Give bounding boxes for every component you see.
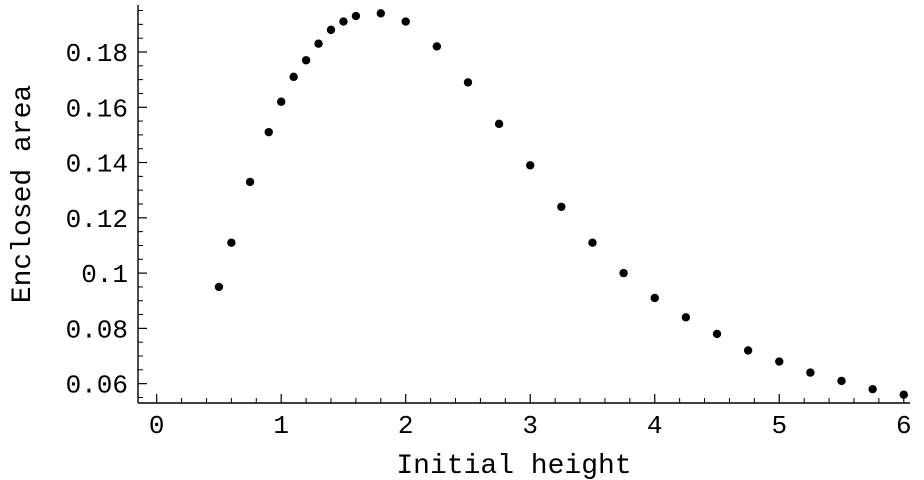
data-point: [775, 357, 784, 366]
data-point: [339, 17, 348, 26]
data-point: [494, 119, 504, 129]
data-point: [588, 238, 597, 247]
data-point: [463, 78, 473, 87]
x-tick-label: 5: [771, 411, 787, 441]
data-point: [681, 313, 691, 322]
data-point: [432, 42, 442, 51]
data-points: [214, 9, 908, 399]
data-point: [289, 72, 298, 82]
x-tick-label: 3: [522, 411, 538, 441]
data-point: [619, 268, 628, 278]
data-point: [301, 56, 311, 65]
y-tick-label: 0.18: [66, 39, 128, 69]
data-point: [868, 384, 877, 394]
x-tick-label: 4: [647, 411, 663, 441]
y-tick-label: 0.12: [66, 205, 128, 235]
x-axis-title: Initial height: [396, 451, 631, 480]
data-point: [899, 390, 908, 399]
data-point: [245, 177, 255, 187]
data-point: [314, 39, 323, 48]
x-tick-label: 0: [149, 411, 165, 441]
data-point: [743, 346, 753, 355]
x-tick-label: 2: [398, 411, 414, 441]
data-point: [276, 97, 286, 106]
data-point: [326, 25, 336, 35]
data-point: [351, 11, 361, 21]
data-point: [650, 293, 659, 303]
y-tick-label: 0.16: [66, 94, 128, 124]
x-tick-label: 6: [896, 411, 912, 441]
y-tick-label: 0.1: [81, 260, 128, 290]
data-point: [712, 329, 722, 339]
axes: 0 1 2 3 4 5 6 0.06 0.08 0.1 0.12 0.14 0.16 0.18: [66, 5, 912, 441]
data-point: [557, 202, 566, 211]
data-point: [806, 368, 815, 377]
data-point: [264, 127, 273, 137]
x-tick-label: 1: [273, 411, 289, 441]
data-point: [376, 9, 386, 18]
data-point: [401, 17, 410, 26]
data-point: [526, 161, 535, 170]
data-point: [227, 238, 236, 247]
y-tick-label: 0.14: [66, 150, 128, 180]
y-tick-label: 0.08: [66, 315, 128, 345]
data-point: [837, 376, 846, 386]
data-point: [214, 282, 224, 292]
y-tick-label: 0.06: [66, 371, 128, 401]
y-axis-title: Enclosed area: [8, 85, 39, 303]
